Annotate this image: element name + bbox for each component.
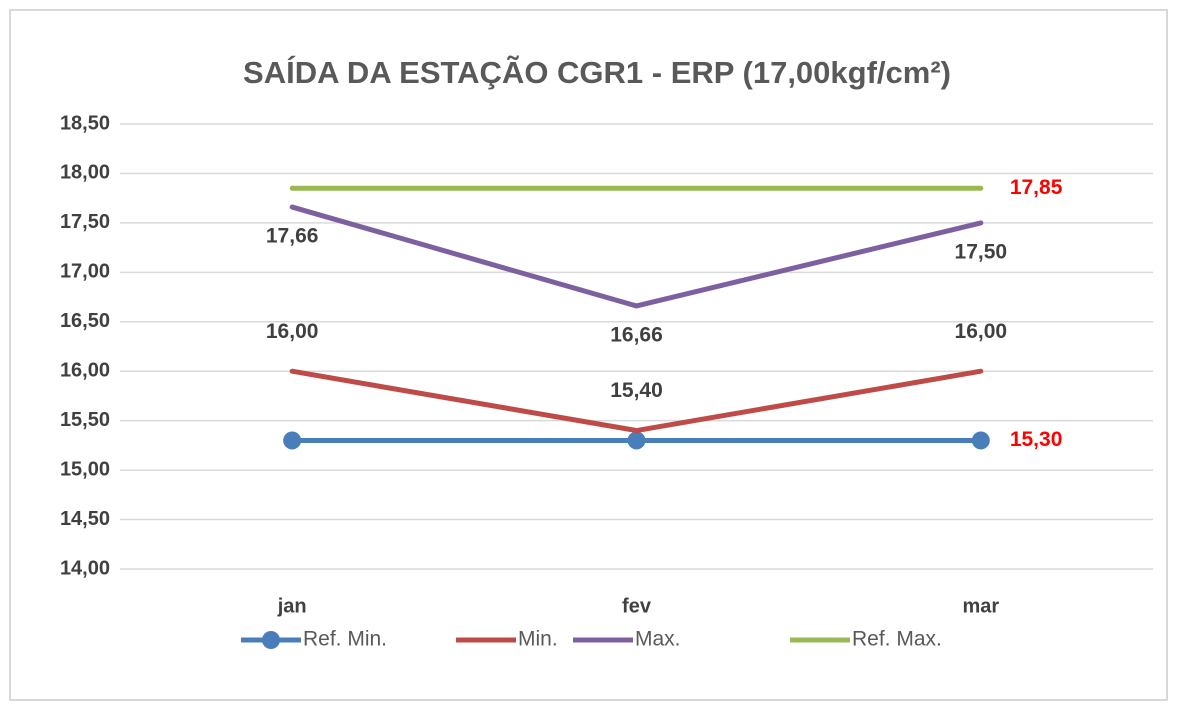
y-tick-label: 17,50: [60, 211, 110, 233]
data-label: 16,00: [266, 320, 319, 343]
x-tick-label: mar: [962, 595, 999, 617]
data-label: 17,66: [266, 225, 319, 248]
y-tick-label: 18,50: [60, 112, 110, 134]
data-label: 15,40: [610, 379, 663, 402]
legend-label: Ref. Max.: [852, 628, 942, 651]
data-label: 17,85: [1010, 176, 1063, 199]
legend-label: Max.: [635, 628, 681, 651]
series-line: [289, 368, 984, 434]
y-tick-label: 14,00: [60, 557, 110, 579]
y-tick-label: 14,50: [60, 508, 110, 530]
data-label: 15,30: [1010, 428, 1063, 451]
legend-marker: [262, 631, 280, 649]
x-tick-label: fev: [622, 595, 652, 617]
y-tick-label: 15,50: [60, 409, 110, 431]
legend-label: Min.: [518, 628, 558, 651]
y-tick-label: 18,00: [60, 162, 110, 184]
x-tick-label: jan: [277, 595, 307, 617]
series-line: [289, 204, 984, 309]
chart-frame: [9, 9, 1168, 701]
data-point: [971, 431, 990, 450]
y-tick-label: 15,00: [60, 458, 110, 480]
y-tick-label: 17,00: [60, 261, 110, 283]
y-tick-label: 16,50: [60, 310, 110, 332]
data-point: [283, 431, 302, 450]
data-label: 16,66: [610, 324, 663, 347]
y-tick-label: 16,00: [60, 360, 110, 382]
data-label: 16,00: [955, 320, 1008, 343]
data-label: 17,50: [955, 240, 1008, 263]
data-point: [627, 431, 646, 450]
legend-label: Ref. Min.: [303, 628, 387, 651]
chart-title: SAÍDA DA ESTAÇÃO CGR1 - ERP (17,00kgf/cm…: [243, 55, 951, 90]
